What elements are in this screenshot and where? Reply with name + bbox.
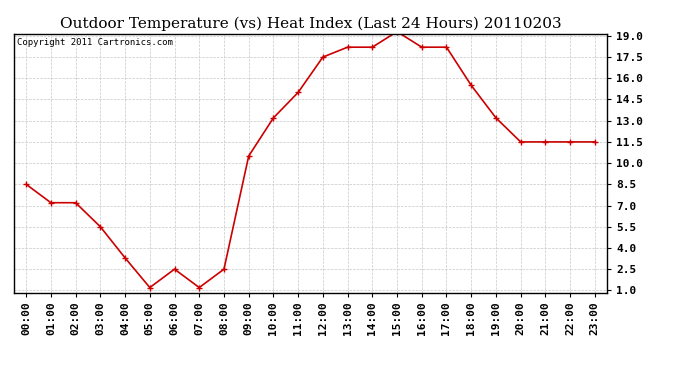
- Title: Outdoor Temperature (vs) Heat Index (Last 24 Hours) 20110203: Outdoor Temperature (vs) Heat Index (Las…: [60, 17, 561, 31]
- Text: Copyright 2011 Cartronics.com: Copyright 2011 Cartronics.com: [17, 38, 172, 46]
